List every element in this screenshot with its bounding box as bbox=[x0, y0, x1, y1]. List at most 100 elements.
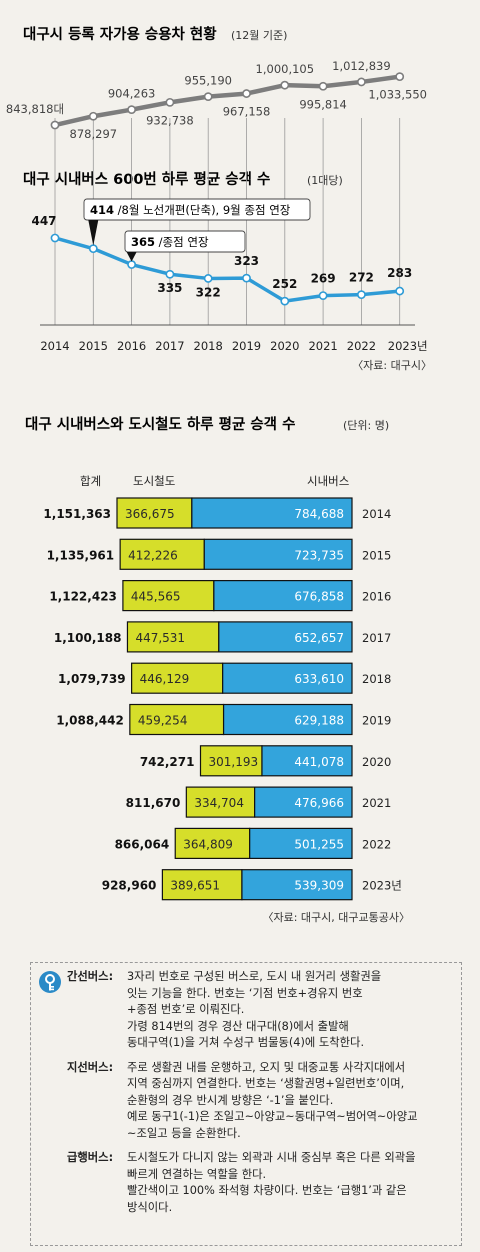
car-value-label: 955,190 bbox=[184, 74, 232, 88]
car-point bbox=[280, 80, 290, 90]
bus-value-label: 447 bbox=[31, 214, 56, 228]
total-value-label: 811,670 bbox=[126, 796, 181, 810]
glossary-description-line: 지역 중심까지 연결한다. 번호는 ‘생활권명+일련번호’이며, bbox=[127, 1077, 405, 1090]
category-label: 2020 bbox=[362, 755, 391, 769]
x-tick-label: 2019 bbox=[232, 339, 261, 353]
category-label: 2017 bbox=[362, 631, 391, 645]
bus-bar bbox=[222, 703, 353, 736]
bus-bar bbox=[203, 538, 353, 570]
x-tick-label: 2023년 bbox=[388, 339, 428, 353]
bus-bar bbox=[191, 497, 353, 529]
bus-value-label: 676,858 bbox=[294, 590, 344, 604]
glossary-description-line: 예로 동구1(-1)은 조일고~아양교~동대구역~범어역~아양교 bbox=[127, 1110, 418, 1123]
subway-value-label: 334,704 bbox=[194, 796, 244, 810]
subway-value-label: 412,226 bbox=[128, 548, 178, 562]
category-label: 2021 bbox=[362, 796, 391, 810]
bar-chart-title-note: (단위: 명) bbox=[343, 419, 389, 432]
total-value-label: 1,122,423 bbox=[49, 590, 117, 604]
glossary-description-line: 순환형의 경우 반시계 방향은 ‘-1’을 붙인다. bbox=[127, 1093, 334, 1107]
subway-bar bbox=[131, 662, 224, 694]
car-point bbox=[203, 92, 213, 102]
car-value-label: 878,297 bbox=[70, 127, 118, 141]
category-label: 2019 bbox=[362, 714, 391, 728]
car-point bbox=[395, 72, 405, 82]
subway-value-label: 447,531 bbox=[135, 631, 185, 645]
subway-value-label: 446,129 bbox=[140, 672, 190, 686]
bus-chart-title-note: (1대당) bbox=[307, 174, 343, 187]
x-tick-label: 2022 bbox=[347, 339, 376, 353]
bus-value-label: 476,966 bbox=[294, 796, 344, 810]
car-point bbox=[318, 81, 328, 91]
total-value-label: 928,960 bbox=[102, 879, 157, 893]
subway-bar bbox=[129, 703, 225, 736]
glossary-description-line: 잇는 기능을 한다. 번호는 ‘기점 번호+경유지 번호 bbox=[127, 986, 363, 1000]
car-chart-title-note: (12월 기준) bbox=[231, 29, 287, 42]
x-tick-label: 2015 bbox=[79, 339, 108, 353]
subway-bar bbox=[126, 621, 220, 653]
car-point bbox=[127, 105, 136, 115]
bus-point bbox=[280, 296, 290, 306]
category-label: 2018 bbox=[362, 672, 391, 686]
x-tick-label: 2017 bbox=[155, 339, 184, 353]
subway-value-label: 459,254 bbox=[138, 714, 188, 728]
category-label: 2022 bbox=[362, 837, 391, 851]
bus-point bbox=[203, 274, 213, 283]
source-label-1: 〈자료: 대구시〉 bbox=[352, 359, 432, 372]
subway-bar bbox=[116, 497, 193, 529]
subway-value-label: 389,651 bbox=[170, 879, 220, 893]
car-point bbox=[356, 77, 366, 87]
x-tick-label: 2018 bbox=[194, 339, 223, 353]
bus-point bbox=[395, 286, 405, 296]
glossary-term: 지선버스: bbox=[67, 1060, 114, 1074]
total-value-label: 866,064 bbox=[115, 837, 170, 851]
bus-value-label: 539,309 bbox=[294, 879, 344, 893]
car-value-label: 1,000,105 bbox=[256, 62, 315, 76]
col-header-bus: 시내버스 bbox=[307, 474, 349, 488]
glossary-description-line: 도시철도가 다니지 않는 외곽과 시내 중심부 혹은 다른 외곽을 bbox=[127, 1151, 416, 1164]
subway-bar bbox=[119, 538, 205, 570]
bus-bar bbox=[249, 827, 353, 860]
car-series-line bbox=[54, 74, 401, 128]
glossary-description-line: 빠르게 연결하는 역할을 한다. bbox=[127, 1167, 267, 1181]
total-value-label: 1,079,739 bbox=[58, 672, 126, 686]
x-tick-label: 2020 bbox=[270, 339, 299, 353]
glossary-description: 3자리 번호로 구성된 버스로, 도시 내 원거리 생활권을 잇는 기능을 한다.… bbox=[127, 969, 457, 1052]
bus-bar bbox=[222, 662, 353, 694]
source-label-2: 〈자료: 대구시, 대구교통공사〉 bbox=[262, 911, 410, 924]
bus-value-label: 652,657 bbox=[294, 631, 344, 645]
subway-value-label: 366,675 bbox=[125, 507, 175, 521]
glossary-description-line: 빨간색이고 100% 좌석형 차량이다. 번호는 ‘급행1’과 같은 bbox=[127, 1184, 407, 1197]
bus-point bbox=[318, 291, 328, 301]
category-label: 2015 bbox=[362, 548, 391, 562]
car-value-label: 932,738 bbox=[146, 113, 194, 127]
bus-point bbox=[88, 244, 98, 254]
bus-series-line bbox=[54, 236, 400, 303]
bus-value-label: 272 bbox=[349, 271, 374, 285]
glossary-description-line: 주로 생활권 내를 운행하고, 오지 및 대중교통 사각지대에서 bbox=[127, 1060, 406, 1074]
bus-bar bbox=[254, 786, 353, 818]
bus-value-label: 633,610 bbox=[294, 672, 344, 686]
bus-value-label: 283 bbox=[387, 266, 412, 280]
bus-bar bbox=[241, 869, 353, 901]
x-tick-label: 2016 bbox=[117, 339, 146, 353]
bus-value-label: 322 bbox=[196, 285, 221, 299]
car-point bbox=[50, 120, 60, 130]
line-charts-group: 843,818대 878,297 904,263 932,738 955,190 967,… bbox=[6, 59, 428, 353]
bus-point bbox=[242, 273, 251, 283]
bus-bar bbox=[218, 621, 353, 653]
car-value-label: 967,158 bbox=[223, 105, 271, 119]
car-point bbox=[165, 97, 175, 107]
key-icon bbox=[39, 971, 61, 993]
car-value-label: 1,012,839 bbox=[332, 59, 391, 73]
bar-chart-group: 366,675 784,688 1,151,363 2014 412,226 723,73… bbox=[43, 497, 402, 901]
subway-value-label: 301,193 bbox=[208, 755, 258, 769]
glossary-description-line: ~조일고 등을 순환한다. bbox=[127, 1126, 241, 1140]
total-value-label: 1,100,188 bbox=[54, 631, 122, 645]
car-point bbox=[88, 111, 98, 121]
bus-bar bbox=[213, 579, 353, 612]
bar-chart-title: 대구 시내버스와 도시철도 하루 평균 승객 수 bbox=[25, 415, 295, 433]
subway-bar bbox=[185, 786, 256, 818]
glossary-box: 간선버스: 3자리 번호로 구성된 버스로, 도시 내 원거리 생활권을 잇는 기능… bbox=[30, 962, 462, 1246]
bus-value-label: 335 bbox=[157, 281, 182, 295]
col-header-subway: 도시철도 bbox=[133, 474, 175, 488]
